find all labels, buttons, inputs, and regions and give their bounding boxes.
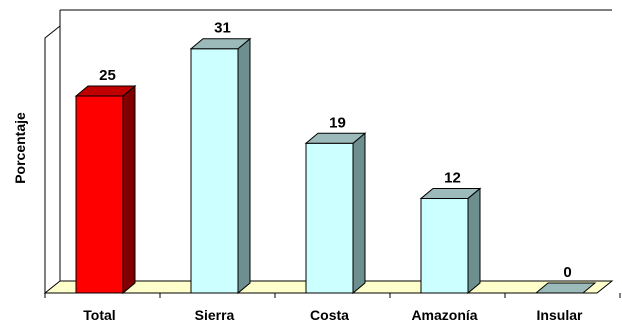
- bar-costa: [304, 132, 367, 295]
- bar-side-face: [237, 37, 251, 295]
- bar-front-face: [305, 142, 354, 294]
- bar-side-face: [467, 187, 481, 295]
- bar-top-face: [304, 132, 367, 144]
- value-labels-group: 25 31 19 12 0: [99, 20, 572, 281]
- value-label: 25: [99, 67, 116, 84]
- bar-sierra: [189, 37, 252, 295]
- bar-top-face: [189, 38, 252, 50]
- value-label: 31: [214, 20, 231, 37]
- category-label: Insular: [537, 307, 583, 323]
- bar-front-face: [75, 95, 124, 294]
- bar-front-face: [190, 48, 239, 294]
- category-label: Costa: [310, 307, 349, 323]
- bar-total: [74, 84, 137, 295]
- category-label: Total: [83, 307, 115, 323]
- category-label: Sierra: [195, 307, 235, 323]
- bar-front-face: [420, 197, 469, 294]
- bar-top-face: [534, 282, 597, 294]
- category-labels-group: Total Sierra Costa Amazonía Insular: [83, 307, 583, 323]
- value-label: 0: [563, 264, 571, 281]
- y-axis-title: Porcentaje: [12, 112, 28, 184]
- category-label: Amazonía: [411, 307, 477, 323]
- bar-side-face: [352, 132, 366, 295]
- bar-amazon-a: [419, 187, 482, 295]
- side-wall: [44, 24, 61, 293]
- bars-group: [74, 37, 597, 295]
- bar-top-face: [74, 85, 137, 97]
- bar-side-face: [122, 84, 136, 295]
- value-label: 12: [444, 169, 461, 186]
- bar-top-face: [419, 187, 482, 199]
- bar-insular: [534, 282, 597, 294]
- value-label: 19: [329, 114, 346, 131]
